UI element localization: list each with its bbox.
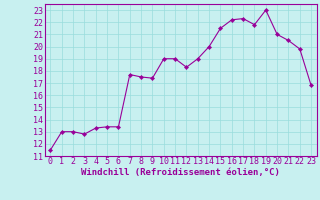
X-axis label: Windchill (Refroidissement éolien,°C): Windchill (Refroidissement éolien,°C) xyxy=(81,168,280,177)
